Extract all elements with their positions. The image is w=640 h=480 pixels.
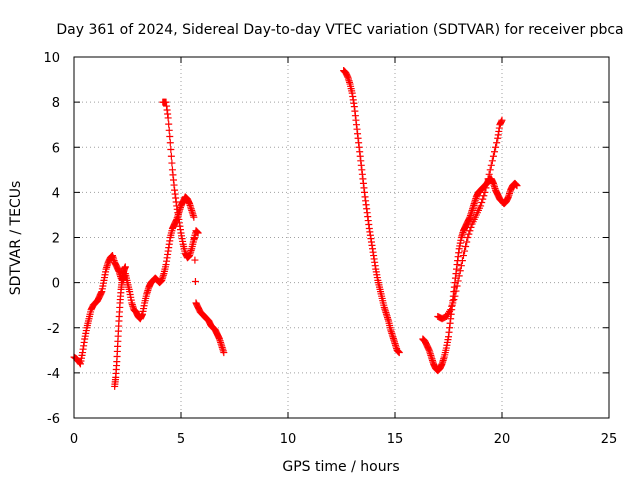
data-point-marker xyxy=(191,277,199,285)
data-point-marker xyxy=(488,157,496,165)
data-point-marker xyxy=(462,243,470,251)
data-point-marker xyxy=(456,267,464,275)
data-point-marker xyxy=(477,202,485,210)
series-pbca-arc-4 xyxy=(340,67,403,357)
data-point-marker xyxy=(492,143,500,151)
y-tick-label: -4 xyxy=(47,367,60,382)
data-point-marker xyxy=(458,257,466,265)
data-point-marker xyxy=(464,234,472,241)
x-tick-label: 10 xyxy=(280,432,297,447)
data-point-marker xyxy=(167,146,175,154)
x-tick-label: 25 xyxy=(601,432,618,447)
data-point-marker xyxy=(165,126,173,134)
data-point-marker xyxy=(485,170,493,178)
data-point-marker xyxy=(190,213,198,221)
data-point-marker xyxy=(457,262,465,270)
data-point-marker xyxy=(466,227,474,235)
data-point-marker xyxy=(164,114,172,122)
y-tick-label: 4 xyxy=(52,186,60,201)
data-point-marker xyxy=(498,116,506,124)
series-pbca-arc-2 xyxy=(111,263,129,390)
x-tick-label: 5 xyxy=(177,432,185,447)
data-point-marker xyxy=(479,195,487,203)
data-series-layer xyxy=(70,67,521,390)
data-point-marker xyxy=(459,252,467,260)
x-axis-title: GPS time / hours xyxy=(282,459,399,475)
y-tick-label: -6 xyxy=(47,412,60,427)
data-point-marker xyxy=(480,192,488,200)
data-point-marker xyxy=(493,139,501,147)
data-point-marker xyxy=(76,359,84,367)
data-point-marker xyxy=(452,287,460,295)
data-point-marker xyxy=(487,161,495,169)
x-tick-labels: 0 5 10 15 20 25 xyxy=(70,432,617,447)
x-tick-label: 20 xyxy=(494,432,511,447)
y-tick-label: 10 xyxy=(43,51,60,66)
data-point-marker xyxy=(465,230,473,238)
data-point-marker xyxy=(165,120,173,128)
data-point-marker xyxy=(483,179,491,187)
series-pbca-arc-1 xyxy=(70,193,228,368)
y-tick-label: 2 xyxy=(52,232,60,247)
data-point-marker xyxy=(481,188,489,196)
x-tick-label: 0 xyxy=(70,432,78,447)
y-tick-labels: -6 -4 -2 0 2 4 6 8 10 xyxy=(43,51,60,427)
data-point-marker xyxy=(450,296,458,304)
series-pbca-arc-6 xyxy=(434,116,506,323)
data-point-marker xyxy=(486,166,494,174)
data-point-marker xyxy=(467,223,475,231)
data-point-marker xyxy=(451,292,459,300)
data-point-marker xyxy=(478,199,486,207)
data-point-marker xyxy=(455,272,463,280)
data-point-marker xyxy=(446,307,454,315)
data-point-marker xyxy=(166,139,174,147)
data-point-marker xyxy=(194,229,202,237)
data-point-marker xyxy=(489,152,497,160)
series-pbca-arc-3 xyxy=(159,98,202,262)
data-point-marker xyxy=(453,282,461,290)
y-tick-label: 8 xyxy=(52,96,60,111)
data-point-marker xyxy=(513,182,521,190)
x-tick-label: 15 xyxy=(387,432,404,447)
data-point-marker xyxy=(220,349,228,357)
y-axis-title: SDTVAR / TECUs xyxy=(8,181,24,296)
data-point-marker xyxy=(395,349,403,357)
data-point-marker xyxy=(168,159,176,167)
data-point-marker xyxy=(461,247,469,255)
data-point-marker xyxy=(191,256,199,264)
data-point-marker xyxy=(449,299,457,307)
data-point-marker xyxy=(482,184,490,192)
data-point-marker xyxy=(447,306,455,314)
y-tick-label: 6 xyxy=(52,141,60,156)
data-point-marker xyxy=(121,263,129,271)
data-point-marker xyxy=(454,277,462,285)
y-tick-label: 0 xyxy=(52,277,60,292)
y-tick-label: -2 xyxy=(47,322,60,337)
data-point-marker xyxy=(448,302,456,310)
data-point-marker xyxy=(167,152,175,160)
data-point-marker xyxy=(166,133,174,141)
data-point-marker xyxy=(484,175,492,183)
chart-title: Day 361 of 2024, Sidereal Day-to-day VTE… xyxy=(56,22,623,38)
data-point-marker xyxy=(463,238,471,246)
plot-frame xyxy=(73,56,610,419)
data-point-marker xyxy=(491,148,499,156)
